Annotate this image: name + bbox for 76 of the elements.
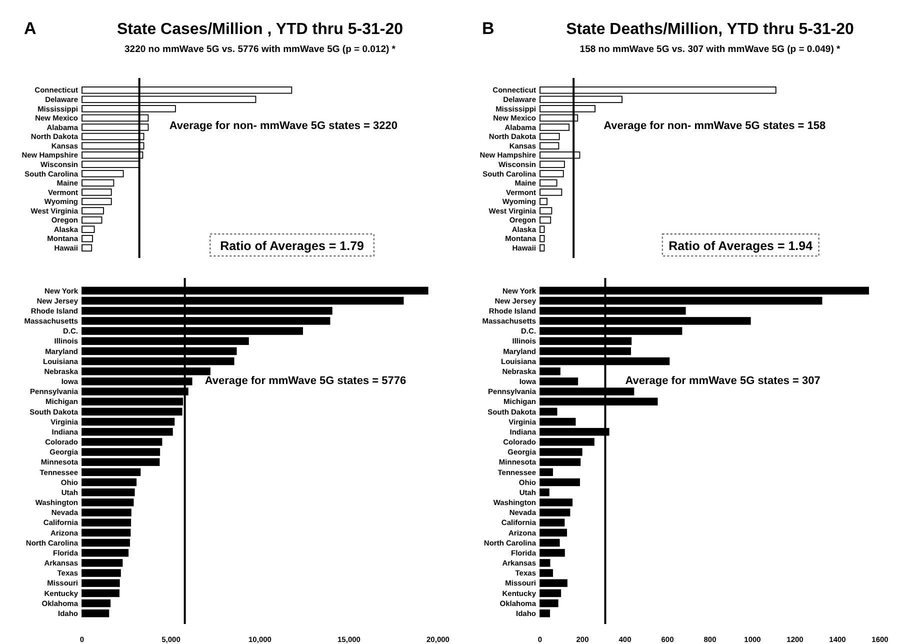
bar <box>540 559 550 567</box>
bar <box>540 179 558 187</box>
bar <box>82 448 160 456</box>
bar <box>82 198 112 206</box>
bar <box>82 569 121 577</box>
bar <box>540 548 565 557</box>
bar <box>82 538 130 547</box>
bar <box>82 244 92 252</box>
bar <box>540 579 568 587</box>
bar <box>540 207 552 214</box>
bar <box>540 438 594 446</box>
bar <box>540 599 558 608</box>
bar <box>540 226 545 233</box>
bar <box>82 518 132 526</box>
bar <box>540 198 548 206</box>
bar <box>540 589 562 598</box>
annotation: Ratio of Averages = 1.79 <box>220 239 364 253</box>
bar <box>540 216 552 224</box>
bar <box>540 408 558 416</box>
bar <box>540 538 560 547</box>
bar <box>82 428 173 436</box>
bar <box>82 188 112 196</box>
bar <box>540 378 578 386</box>
bar <box>540 188 562 196</box>
bar <box>540 528 568 537</box>
bar <box>82 528 131 537</box>
bar <box>82 468 141 476</box>
bar <box>540 468 553 476</box>
bar <box>540 234 545 242</box>
bar <box>540 569 553 577</box>
bar <box>82 589 120 598</box>
bar <box>540 609 550 618</box>
bar <box>82 216 102 224</box>
bar <box>540 488 550 496</box>
ref-line-label: Average for mmWave 5G states = 307 <box>625 375 820 387</box>
text: B <box>482 19 494 38</box>
bar <box>82 458 160 466</box>
bar <box>82 498 134 506</box>
chart-subtitle: 158 no mmWave 5G vs. 307 with mmWave 5G (p = 0.049) * <box>580 44 840 55</box>
bar <box>82 599 111 608</box>
ref-line-label: Average for mmWave 5G states = 5776 <box>204 375 406 387</box>
bar <box>82 234 93 242</box>
bar <box>82 548 129 557</box>
bar <box>540 508 570 516</box>
bar <box>540 132 560 140</box>
bar <box>540 124 570 131</box>
bar <box>540 244 545 252</box>
bar <box>540 142 560 150</box>
bar <box>540 458 581 466</box>
ref-line-label: Average for non- mmWave 5G states = 158 <box>604 120 826 132</box>
bar <box>540 367 560 376</box>
bar <box>82 488 135 496</box>
bar <box>82 207 104 214</box>
bar <box>540 418 576 426</box>
ref-line-label: Average for non- mmWave 5G states = 3220 <box>169 120 398 132</box>
bar <box>82 170 124 178</box>
bar <box>540 160 565 168</box>
bar <box>540 498 573 506</box>
annotation: Ratio of Averages = 1.94 <box>668 239 813 253</box>
bar <box>82 478 137 486</box>
chart-title: State Cases/Million , YTD thru 5-31-20 <box>116 21 404 38</box>
bar <box>82 226 95 233</box>
bar <box>82 418 175 426</box>
bar <box>82 508 132 516</box>
bar <box>82 438 162 446</box>
bar <box>540 518 565 526</box>
bar <box>82 609 110 618</box>
bar <box>540 478 580 486</box>
bar <box>540 448 582 456</box>
bar <box>540 170 564 178</box>
bar <box>82 559 123 567</box>
bar <box>82 579 120 587</box>
chart-subtitle: 3220 no mmWave 5G vs. 5776 with mmWave 5G (p = 0.012) * <box>124 44 396 55</box>
text: A <box>24 19 36 38</box>
chart-title: State Deaths/Million, YTD thru 5-31-20 <box>566 21 854 38</box>
bar <box>82 179 114 187</box>
